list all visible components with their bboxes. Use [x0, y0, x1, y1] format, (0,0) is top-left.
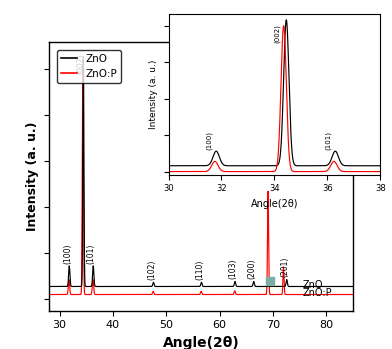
Text: ZnO:P: ZnO:P — [302, 288, 332, 298]
Text: (200): (200) — [247, 259, 256, 279]
Text: (101): (101) — [87, 243, 96, 263]
Text: ZnO: ZnO — [302, 280, 323, 290]
Text: (110): (110) — [195, 260, 204, 280]
Text: (102): (102) — [147, 260, 156, 280]
Text: (101): (101) — [325, 131, 331, 150]
Text: (100): (100) — [63, 243, 72, 263]
Legend: ZnO, ZnO:P: ZnO, ZnO:P — [57, 50, 121, 83]
X-axis label: Angle(2θ): Angle(2θ) — [250, 199, 298, 209]
Text: (100): (100) — [205, 131, 212, 150]
Text: (103): (103) — [229, 259, 238, 279]
Y-axis label: Intensity (a. u.): Intensity (a. u.) — [25, 121, 38, 231]
Text: (201): (201) — [280, 257, 289, 277]
Y-axis label: Intensity (a. u.): Intensity (a. u.) — [149, 60, 158, 129]
Text: (002): (002) — [77, 53, 86, 74]
Text: (002): (002) — [274, 24, 280, 43]
X-axis label: Angle(2θ): Angle(2θ) — [163, 336, 239, 349]
